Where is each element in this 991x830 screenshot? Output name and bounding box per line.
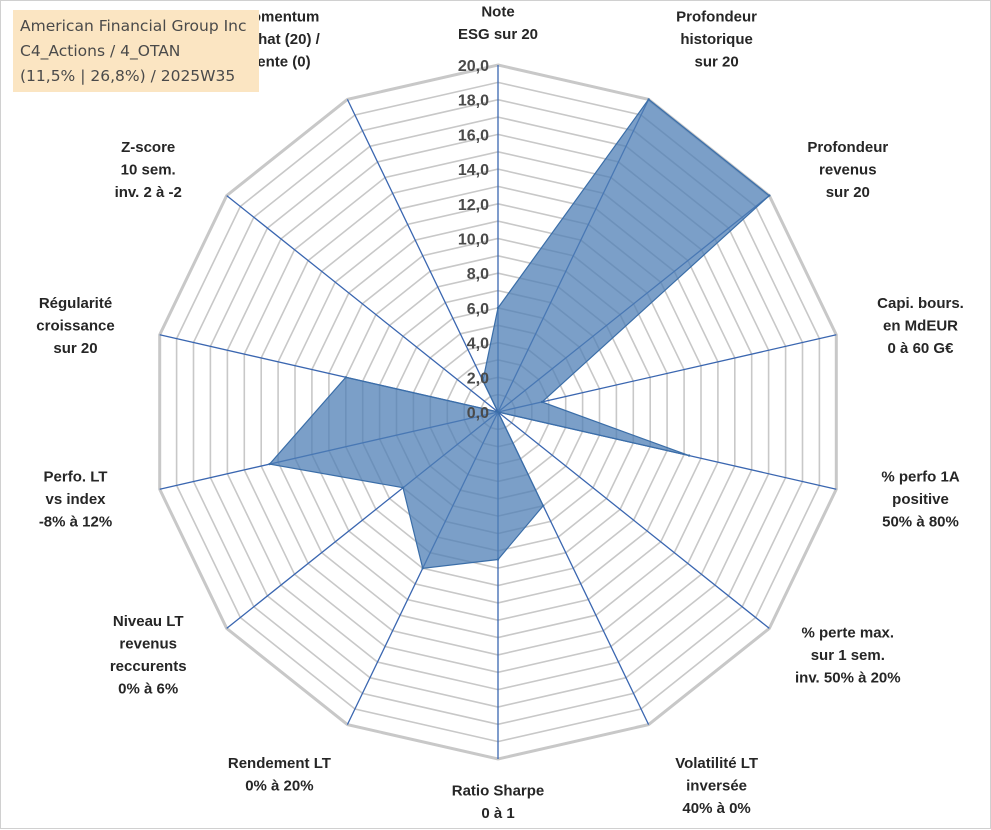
series-point bbox=[540, 400, 544, 404]
tick-label: 4,0 bbox=[467, 336, 489, 353]
radar-spoke bbox=[497, 411, 770, 629]
axis-label: Régularité croissance sur 20 bbox=[36, 295, 114, 357]
series-point bbox=[481, 379, 485, 382]
radial-tick-labels: 0,0 2,0 4,0 6,0 8,0 10,0 12,0 14,0 16,0 18,0 20,0 bbox=[458, 58, 489, 422]
tick-label: 2,0 bbox=[467, 370, 489, 387]
tick-label: 6,0 bbox=[467, 301, 489, 318]
chart-title-box: American Financial Group Inc C4_Actions … bbox=[13, 10, 259, 92]
tick-label: 8,0 bbox=[467, 266, 489, 283]
radar-spoke bbox=[497, 334, 837, 413]
chart-title-stats: (11,5% | 26,8%) / 2025W35 bbox=[20, 67, 236, 85]
axis-label: Volatilité LT inversée 40% à 0% bbox=[675, 755, 758, 817]
radar-spoke bbox=[226, 195, 499, 413]
series-point bbox=[647, 98, 650, 101]
series-point bbox=[344, 376, 347, 379]
tick-label: 0,0 bbox=[467, 405, 489, 422]
radar-spoke bbox=[346, 99, 499, 413]
chart-title-category: C4_Actions / 4_OTAN bbox=[20, 42, 181, 60]
axis-label: Capi. bours. en MdEUR 0 à 60 G€ bbox=[877, 295, 964, 357]
series-point bbox=[496, 558, 500, 561]
tick-label: 18,0 bbox=[458, 93, 489, 110]
axis-label: Profondeur revenus sur 20 bbox=[807, 139, 888, 201]
series-point bbox=[496, 410, 500, 414]
series-point bbox=[401, 486, 405, 489]
axis-label: Z-score 10 sem. inv. 2 à -2 bbox=[115, 139, 182, 201]
series-area bbox=[268, 98, 771, 569]
series-point bbox=[268, 462, 271, 466]
axis-label: Ratio Sharpe 0 à 1 bbox=[452, 783, 545, 823]
radar-series bbox=[268, 98, 771, 570]
series-point bbox=[496, 306, 500, 310]
axis-labels: Note ESG sur 20 Profondeur historique sur 20… bbox=[36, 4, 964, 823]
axis-label: Profondeur historique sur 20 bbox=[676, 8, 757, 70]
tick-label: 14,0 bbox=[458, 162, 489, 179]
series-point bbox=[768, 194, 771, 197]
axis-label: Niveau LT revenus reccurents 0% à 6% bbox=[110, 613, 187, 698]
series-point bbox=[687, 454, 691, 457]
axis-label: Perfo. LT vs index -8% à 12% bbox=[39, 468, 112, 530]
axis-label: % perfo 1A positive 50% à 80% bbox=[881, 468, 960, 530]
series-point bbox=[542, 504, 545, 507]
tick-label: 12,0 bbox=[458, 197, 489, 214]
series-point bbox=[421, 567, 424, 570]
axis-label: Momentum Achat (20) / Vente (0) bbox=[239, 8, 321, 70]
tick-label: 10,0 bbox=[458, 232, 489, 249]
axis-label: Note ESG sur 20 bbox=[458, 4, 538, 44]
tick-label: 20,0 bbox=[458, 58, 489, 75]
axis-label: Rendement LT 0% à 20% bbox=[228, 755, 331, 795]
tick-label: 16,0 bbox=[458, 127, 489, 144]
chart-title-company: American Financial Group Inc bbox=[20, 17, 247, 35]
axis-label: % perte max. sur 1 sem. inv. 50% à 20% bbox=[795, 624, 901, 686]
